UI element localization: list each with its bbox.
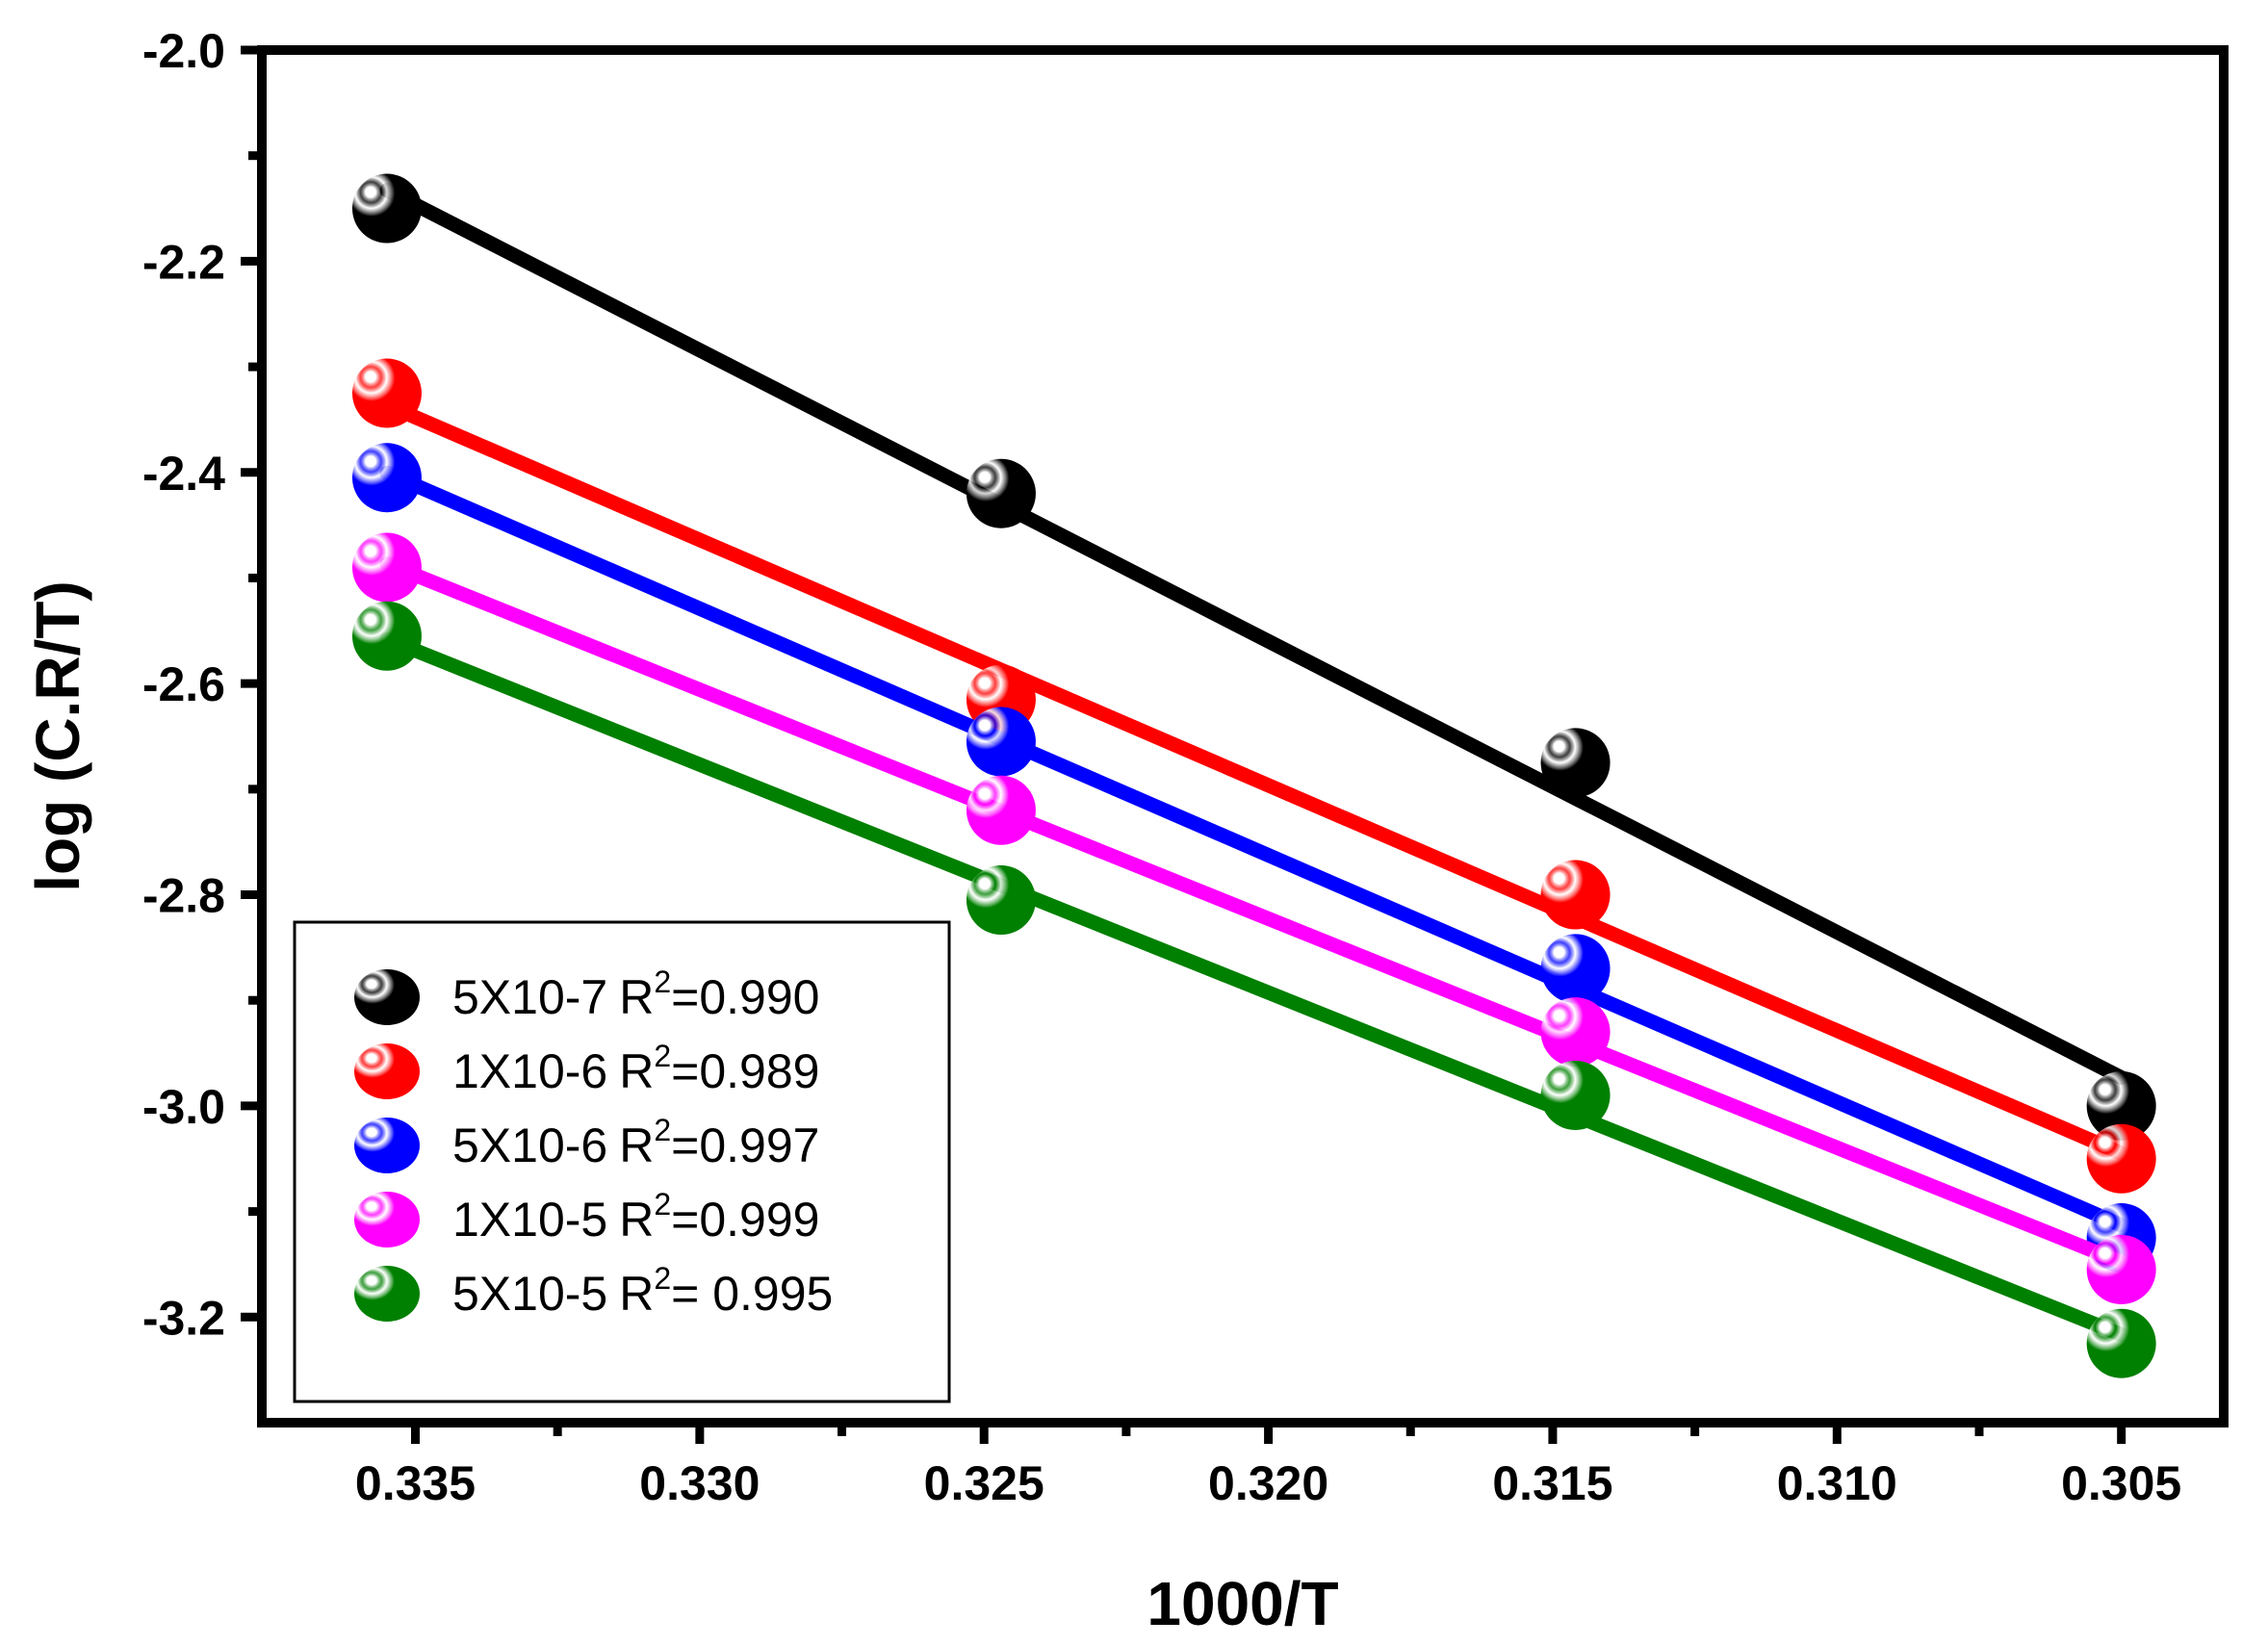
legend-r-label: R: [619, 1119, 654, 1172]
data-point: [2086, 1123, 2156, 1194]
data-point: [351, 358, 422, 428]
x-tick-label: 0.335: [355, 1456, 476, 1510]
x-axis-title: 1000/T: [1147, 1569, 1338, 1638]
legend-marker: [354, 1118, 420, 1173]
legend-entry-1: 1X10-6 R2=0.989: [354, 1039, 819, 1099]
y-tick-label: -2.6: [142, 657, 225, 711]
series-0: [351, 173, 2156, 1141]
legend-r-sup: 2: [654, 1261, 671, 1296]
y-axis-title: log (C.R/T): [23, 580, 92, 891]
legend-marker: [354, 1266, 420, 1322]
y-tick-label: -2.0: [142, 24, 225, 78]
data-point: [351, 601, 422, 671]
series-line-2: [379, 465, 2129, 1233]
legend-series-name: 5X10-5: [452, 1267, 607, 1321]
legend-label: 1X10-5 R2=0.999: [452, 1187, 819, 1247]
data-point: [351, 532, 422, 603]
legend-r-value: = 0.995: [671, 1267, 833, 1321]
data-point: [1540, 934, 1611, 1004]
data-point: [351, 443, 422, 513]
legend-series-name: 5X10-7: [452, 970, 607, 1024]
data-point: [2086, 1070, 2156, 1141]
legend-r-sup: 2: [654, 964, 671, 999]
legend-r-label: R: [619, 1193, 654, 1247]
data-point: [1540, 860, 1611, 930]
plot-frame: [257, 45, 2229, 1427]
axes: -2.0 -2.2 -2.4 -2.6 -2.8 -3.0 -3.2 0.335 0.330 0.…: [23, 24, 2229, 1638]
legend-series-name: 1X10-5: [452, 1193, 607, 1247]
data-point: [1540, 997, 1611, 1067]
data-point: [2086, 1308, 2156, 1378]
series-line-1: [379, 398, 2129, 1161]
x-tick-label: 0.315: [1492, 1456, 1612, 1510]
legend-r-sup: 2: [654, 1113, 671, 1147]
data-point: [966, 707, 1036, 777]
y-tick-label: -2.2: [142, 235, 225, 289]
y-tick-label: -2.4: [142, 447, 225, 501]
series-line-3: [379, 556, 2129, 1270]
legend-entry-3: 1X10-5 R2=0.999: [354, 1187, 819, 1247]
series-line-4: [379, 631, 2129, 1343]
y-tick-label: -3.0: [142, 1080, 225, 1134]
x-tick-label: 0.325: [924, 1456, 1044, 1510]
x-tick-label: 0.305: [2061, 1456, 2181, 1510]
legend-r-sup: 2: [654, 1039, 671, 1073]
data-point: [2086, 1234, 2156, 1304]
legend: 5X10-7 R2=0.990 1X10-6 R2=0.989 5X10-6 R2=0…: [293, 920, 951, 1403]
legend-r-label: R: [619, 970, 654, 1024]
legend-marker: [354, 969, 420, 1025]
legend-r-label: R: [619, 1267, 654, 1321]
legend-label: 5X10-7 R2=0.990: [452, 964, 819, 1024]
data-point: [966, 865, 1036, 936]
legend-r-value: =0.999: [671, 1193, 819, 1247]
y-tick-label: -2.8: [142, 869, 225, 923]
x-tick-label: 0.320: [1208, 1456, 1328, 1510]
legend-series-name: 1X10-6: [452, 1044, 607, 1098]
x-tick-label: 0.310: [1777, 1456, 1897, 1510]
legend-entry-0: 5X10-7 R2=0.990: [354, 964, 819, 1025]
data-point: [966, 775, 1036, 845]
series-3: [351, 532, 2156, 1304]
y-tick-label: -3.2: [142, 1291, 225, 1345]
series-1: [351, 358, 2156, 1194]
legend-entry-4: 5X10-5 R2= 0.995: [354, 1261, 833, 1322]
legend-r-value: =0.990: [671, 970, 819, 1024]
legend-r-sup: 2: [654, 1187, 671, 1222]
legend-marker: [354, 1192, 420, 1247]
data-point: [966, 458, 1036, 528]
data-point: [1540, 728, 1611, 798]
series-layer: [351, 173, 2156, 1378]
legend-r-value: =0.989: [671, 1044, 819, 1098]
legend-label: 5X10-6 R2=0.997: [452, 1113, 819, 1172]
legend-marker: [354, 1043, 420, 1099]
legend-label: 1X10-6 R2=0.989: [452, 1039, 819, 1098]
data-point: [1540, 1060, 1611, 1130]
legend-r-label: R: [619, 1044, 654, 1098]
series-4: [351, 601, 2156, 1378]
legend-entry-2: 5X10-6 R2=0.997: [354, 1113, 819, 1173]
legend-series-name: 5X10-6: [452, 1119, 607, 1172]
x-tick-label: 0.330: [639, 1456, 760, 1510]
data-point: [351, 173, 422, 244]
series-line-0: [379, 183, 2129, 1086]
legend-label: 5X10-5 R2= 0.995: [452, 1261, 833, 1321]
legend-r-value: =0.997: [671, 1119, 819, 1172]
